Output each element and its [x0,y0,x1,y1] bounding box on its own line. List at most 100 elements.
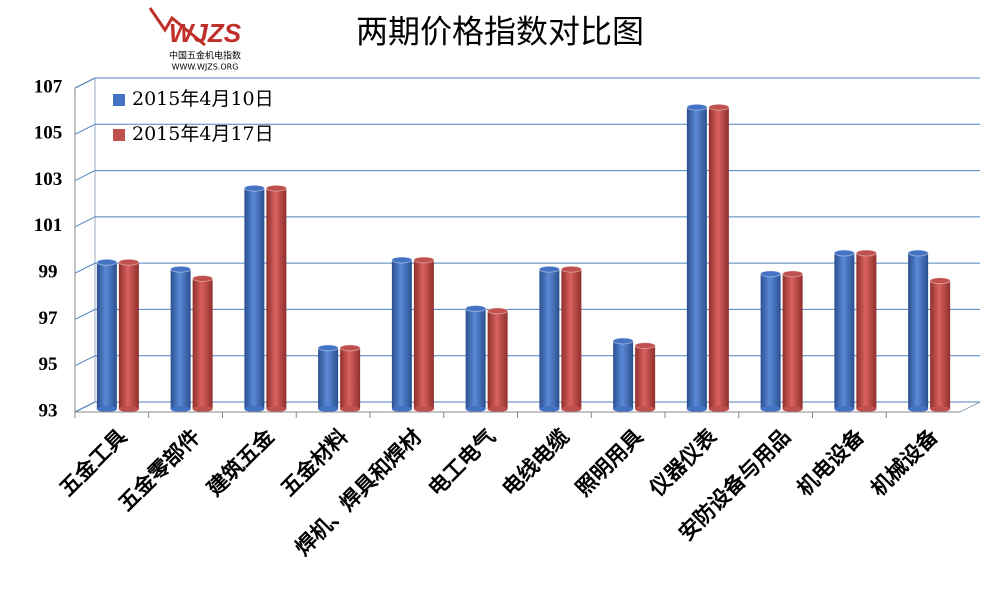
bar-cap [760,270,782,278]
bar-base [340,406,361,412]
bar [170,269,191,409]
bar-cap [339,344,361,352]
bar-base [118,406,139,412]
bar-cap [118,258,140,266]
bar-cap [634,342,656,350]
bar-cap [391,256,413,264]
bar-cap [538,265,560,273]
bar-base [465,406,486,412]
bar-base [391,406,412,412]
legend-label: 2015年4月17日 [132,123,274,145]
bar-cap [560,265,582,273]
grid-line [74,170,980,182]
x-tick-label: 电工电气 [423,424,500,501]
bar-cap [465,305,487,313]
bar-cap [907,249,929,257]
y-tick-label: 101 [34,215,63,236]
x-tick-label: 建筑五金 [202,423,280,501]
logo-arrow [148,7,206,47]
y-tick-label: 107 [34,76,63,97]
bar-cap [929,277,951,285]
back-wall [74,77,96,413]
grid-line [74,77,980,89]
y-tick-label: 93 [39,400,58,421]
bar [760,273,781,409]
bar [391,259,412,409]
bar [635,345,656,409]
bar-base [244,406,265,412]
y-tick-label: 95 [39,354,58,375]
logo-mark: WJZS [169,18,242,48]
bar-base [708,406,729,412]
bar-cap [855,249,877,257]
legend-label: 2015年4月10日 [132,88,274,110]
x-tick-label: 焊机、焊具和焊材 [290,424,426,560]
bar-cap [708,103,730,111]
bar-base [96,406,117,412]
bar-base [686,406,707,412]
bar [266,188,287,409]
chart-title: 两期价格指数对比图 [356,13,644,51]
logo-url: WWW.WJZS.ORG [172,63,239,72]
grid-line [74,123,980,135]
x-tick-label: 照明用具 [570,424,647,501]
bar-base [908,406,929,412]
x-tick-label: 机电设备 [792,423,870,501]
bar [856,253,877,409]
y-tick-label: 105 [34,123,63,144]
bar-base [539,406,560,412]
bar-base [170,406,191,412]
y-tick-label: 99 [39,262,58,283]
grid-line [74,355,980,367]
bar-base [856,406,877,412]
bar-base [635,406,656,412]
bar-cap [317,344,339,352]
bar-cap [265,184,287,192]
bar [96,262,117,409]
bar-base [782,406,803,412]
x-tick-label: 机械设备 [865,423,943,501]
grid-line [74,262,980,274]
bar-base [413,406,434,412]
legend-swatch [113,129,125,141]
bar-base [192,406,213,412]
bar-cap [96,258,118,266]
bar-cap [686,103,708,111]
bar [908,253,929,409]
x-tick-label: 电线电缆 [497,424,574,501]
bar-base [930,406,951,412]
bar-cap [413,256,435,264]
bar [465,308,486,409]
bar [192,278,213,409]
x-tick-label: 五金材料 [275,424,352,501]
bar [244,188,265,409]
bar [539,269,560,409]
bar-base [760,406,781,412]
bar-base [613,406,634,412]
x-tick-label: 五金工具 [54,424,131,501]
legend-swatch [113,94,125,106]
bar-cap [192,274,214,282]
bar [708,107,729,409]
bar-cap [782,270,804,278]
grid-line [74,308,980,320]
grid-line [74,401,980,413]
bar-cap [612,337,634,345]
bar [487,310,508,409]
bar [118,262,139,409]
bar-cap [243,184,265,192]
bar-cap [170,265,192,273]
bar [561,269,582,409]
logo-name: 中国五金机电指数 [169,50,241,62]
y-tick-label: 103 [34,169,63,190]
bar [318,347,339,409]
bar-cap [833,249,855,257]
bar [413,259,434,409]
bar [782,273,803,409]
y-tick-label: 97 [39,308,59,329]
bar-base [487,406,508,412]
bar-base [834,406,855,412]
bar-cap [487,307,509,315]
bar [686,107,707,409]
